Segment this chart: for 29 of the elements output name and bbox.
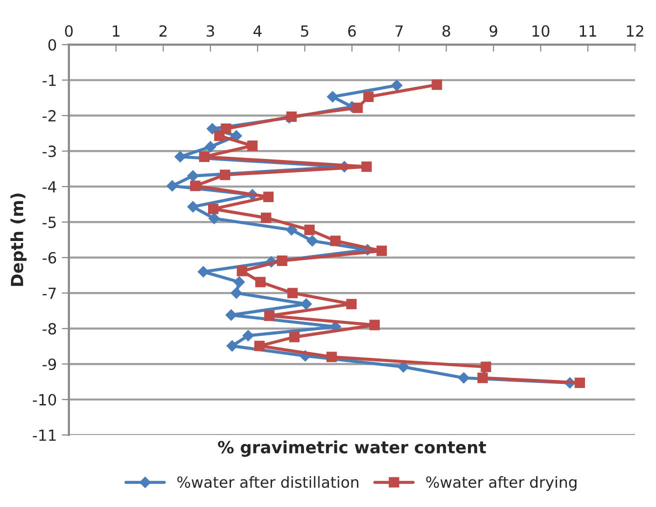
x-tick-label: 10	[532, 25, 550, 37]
x-tick-label: 9	[490, 25, 498, 37]
x-tick-label: 6	[348, 25, 356, 37]
y-tick-label: -1	[42, 74, 56, 86]
x-tick-label: 8	[442, 25, 450, 37]
x-tick-label: 4	[253, 25, 262, 37]
y-tick-label: 0	[48, 39, 56, 51]
legend-label: %water after drying	[426, 476, 576, 491]
x-tick-label: 2	[159, 25, 167, 37]
y-tick-label: -3	[42, 146, 56, 158]
legend-label: %water after distillation	[177, 476, 358, 488]
y-tick-label: -6	[42, 252, 56, 264]
x-tick-label: 3	[206, 25, 214, 37]
x-tick-label: 1	[112, 25, 120, 37]
y-tick-label: -8	[42, 323, 56, 335]
x-tick-label: 11	[580, 25, 596, 37]
x-tick-label: 0	[65, 25, 73, 37]
y-tick-label: -7	[42, 288, 56, 299]
y-tick-label: -2	[42, 110, 56, 122]
x-tick-label: 5	[301, 25, 308, 37]
x-axis-title: % gravimetric water content	[218, 440, 486, 457]
x-tick-label: 7	[396, 25, 403, 37]
y-tick-label: -10	[32, 394, 56, 406]
y-tick-label: -11	[32, 430, 56, 441]
y-tick-label: -4	[42, 181, 56, 192]
y-axis-title: Depth (m)	[10, 194, 27, 286]
y-tick-label: -9	[42, 358, 56, 370]
y-tick-label: -5	[42, 216, 56, 228]
x-tick-label: 12	[626, 25, 644, 37]
